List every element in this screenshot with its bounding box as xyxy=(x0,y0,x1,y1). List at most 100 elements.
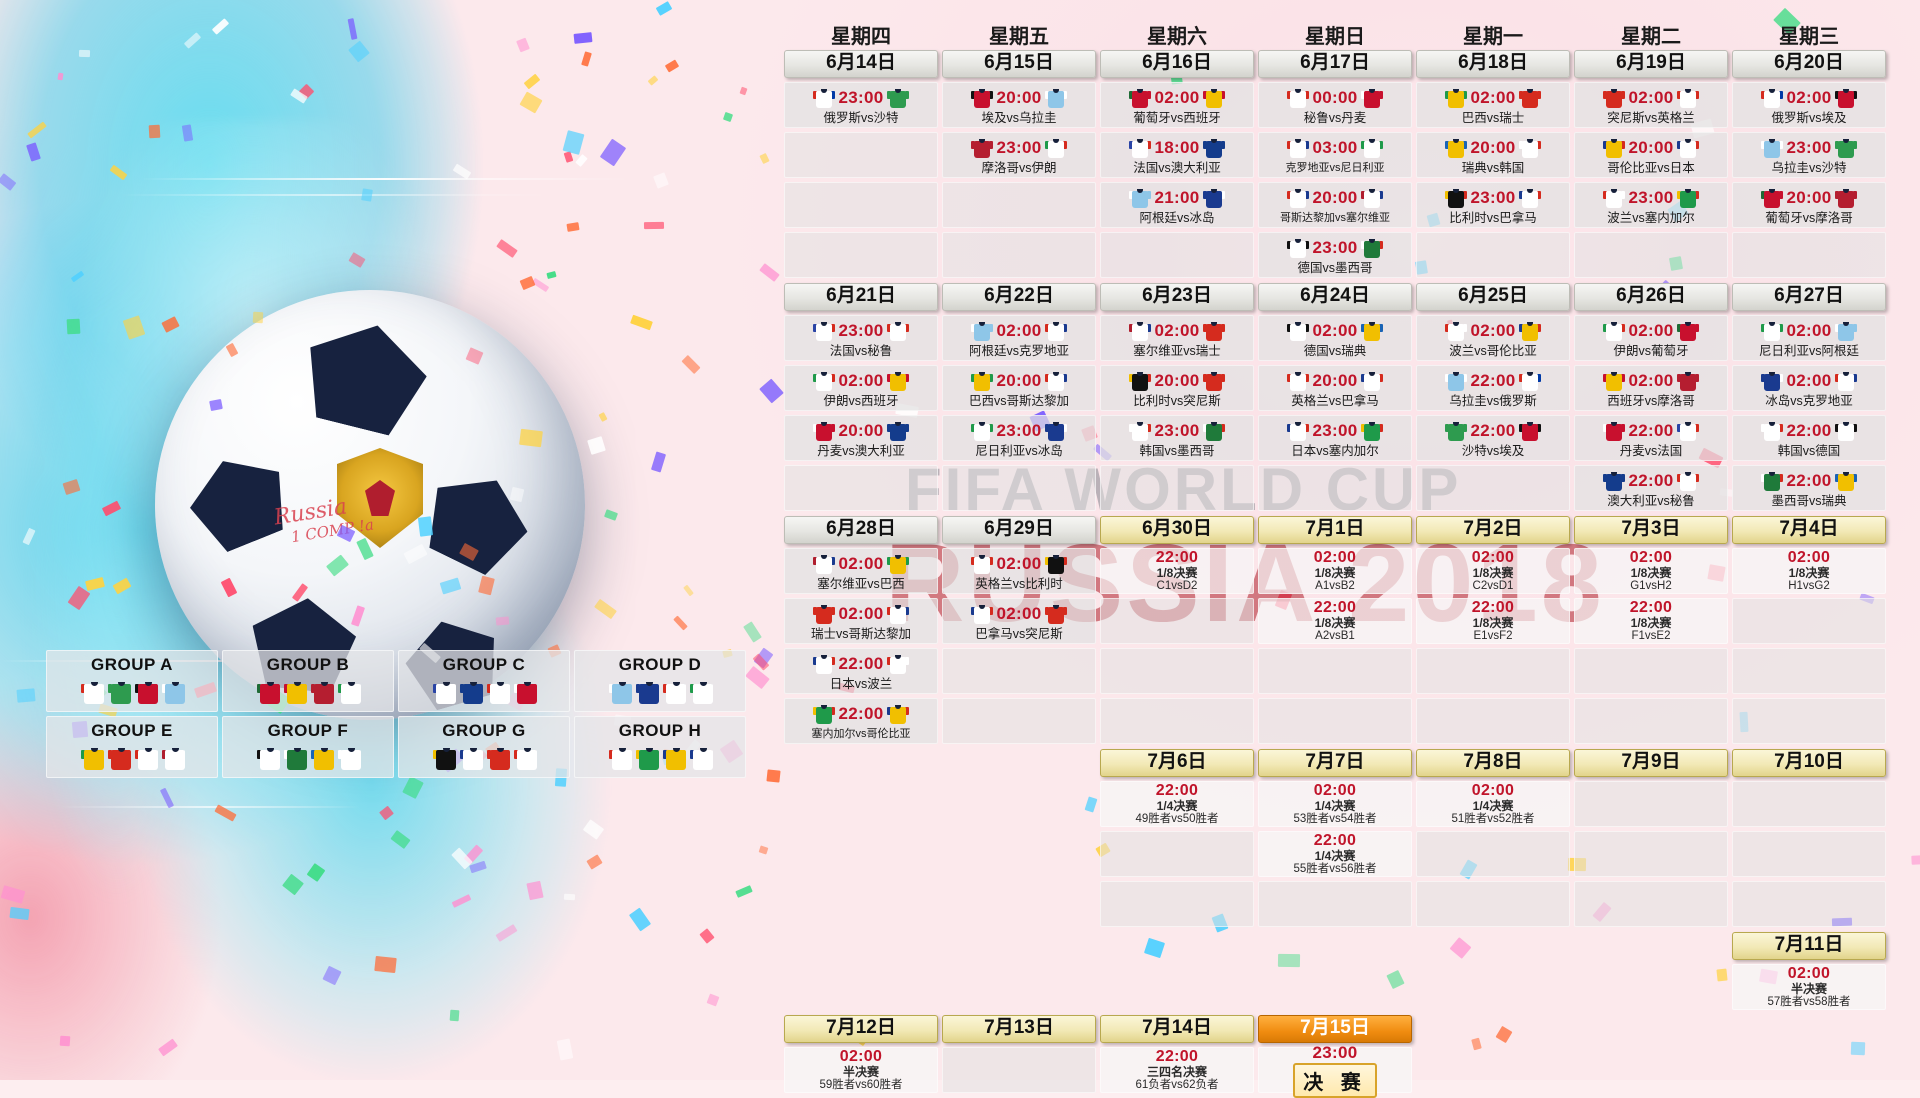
group-match-cell[interactable]: 02:00 伊朗vs葡萄牙 xyxy=(1574,315,1728,361)
group-match-cell[interactable]: 23:00 日本vs塞内加尔 xyxy=(1258,415,1412,461)
date-header[interactable]: 7月9日 xyxy=(1574,749,1728,777)
group-match-cell[interactable]: 22:00 沙特vs埃及 xyxy=(1416,415,1570,461)
group-box-group-f[interactable]: GROUP F xyxy=(222,716,394,778)
knockout-match-cell[interactable]: 02:00 1/8决赛 G1vsH2 xyxy=(1574,548,1728,594)
group-box-group-b[interactable]: GROUP B xyxy=(222,650,394,712)
group-match-cell[interactable]: 23:00 法国vs秘鲁 xyxy=(784,315,938,361)
group-match-cell[interactable]: 23:00 俄罗斯vs沙特 xyxy=(784,82,938,128)
date-header[interactable]: 7月10日 xyxy=(1732,749,1886,777)
group-match-cell[interactable]: 02:00 葡萄牙vs西班牙 xyxy=(1100,82,1254,128)
group-match-cell[interactable]: 20:00 比利时vs突尼斯 xyxy=(1100,365,1254,411)
group-box-group-d[interactable]: GROUP D xyxy=(574,650,746,712)
knockout-match-cell[interactable]: 22:00 1/8决赛 F1vsE2 xyxy=(1574,598,1728,644)
date-header[interactable]: 7月3日 xyxy=(1574,516,1728,544)
date-header[interactable]: 7月11日 xyxy=(1732,932,1886,960)
knockout-match-cell[interactable]: 22:00 1/8决赛 C1vsD2 xyxy=(1100,548,1254,594)
group-match-cell[interactable]: 00:00 秘鲁vs丹麦 xyxy=(1258,82,1412,128)
knockout-match-cell[interactable]: 02:00 1/8决赛 H1vsG2 xyxy=(1732,548,1886,594)
group-match-cell[interactable]: 23:00 比利时vs巴拿马 xyxy=(1416,182,1570,228)
group-match-cell[interactable]: 02:00 英格兰vs比利时 xyxy=(942,548,1096,594)
group-match-cell[interactable]: 02:00 塞尔维亚vs巴西 xyxy=(784,548,938,594)
date-header[interactable]: 7月4日 xyxy=(1732,516,1886,544)
group-match-cell[interactable]: 23:00 波兰vs塞内加尔 xyxy=(1574,182,1728,228)
date-header[interactable]: 7月12日 xyxy=(784,1015,938,1043)
group-match-cell[interactable]: 02:00 伊朗vs西班牙 xyxy=(784,365,938,411)
knockout-match-cell[interactable]: 02:00 1/4决赛 51胜者vs52胜者 xyxy=(1416,781,1570,827)
knockout-match-cell[interactable]: 02:00 半决赛 57胜者vs58胜者 xyxy=(1732,964,1886,1010)
group-box-group-c[interactable]: GROUP C xyxy=(398,650,570,712)
knockout-match-cell[interactable]: 02:00 1/8决赛 C2vsD1 xyxy=(1416,548,1570,594)
group-box-group-e[interactable]: GROUP E xyxy=(46,716,218,778)
knockout-match-cell[interactable]: 22:00 1/4决赛 55胜者vs56胜者 xyxy=(1258,831,1412,877)
group-match-cell[interactable]: 20:00 巴西vs哥斯达黎加 xyxy=(942,365,1096,411)
knockout-match-cell[interactable]: 22:00 三四名决赛 61负者vs62负者 xyxy=(1100,1047,1254,1093)
date-header[interactable]: 6月26日 xyxy=(1574,283,1728,311)
date-header[interactable]: 6月20日 xyxy=(1732,50,1886,78)
group-match-cell[interactable]: 22:00 墨西哥vs瑞典 xyxy=(1732,465,1886,511)
date-header[interactable]: 6月22日 xyxy=(942,283,1096,311)
group-box-group-h[interactable]: GROUP H xyxy=(574,716,746,778)
group-box-group-a[interactable]: GROUP A xyxy=(46,650,218,712)
group-match-cell[interactable]: 23:00 乌拉圭vs沙特 xyxy=(1732,132,1886,178)
group-match-cell[interactable]: 20:00 瑞典vs韩国 xyxy=(1416,132,1570,178)
date-header[interactable]: 7月7日 xyxy=(1258,749,1412,777)
date-header[interactable]: 6月29日 xyxy=(942,516,1096,544)
group-match-cell[interactable]: 02:00 阿根廷vs克罗地亚 xyxy=(942,315,1096,361)
group-match-cell[interactable]: 02:00 德国vs瑞典 xyxy=(1258,315,1412,361)
group-match-cell[interactable]: 22:00 韩国vs德国 xyxy=(1732,415,1886,461)
group-match-cell[interactable]: 02:00 瑞士vs哥斯达黎加 xyxy=(784,598,938,644)
date-header[interactable]: 7月2日 xyxy=(1416,516,1570,544)
date-header[interactable]: 6月24日 xyxy=(1258,283,1412,311)
group-match-cell[interactable]: 02:00 塞尔维亚vs瑞士 xyxy=(1100,315,1254,361)
date-header[interactable]: 6月25日 xyxy=(1416,283,1570,311)
knockout-match-cell[interactable]: 02:00 1/8决赛 A1vsB2 xyxy=(1258,548,1412,594)
group-match-cell[interactable]: 20:00 英格兰vs巴拿马 xyxy=(1258,365,1412,411)
group-match-cell[interactable]: 02:00 巴拿马vs突尼斯 xyxy=(942,598,1096,644)
date-header[interactable]: 6月21日 xyxy=(784,283,938,311)
date-header[interactable]: 7月15日 xyxy=(1258,1015,1412,1043)
group-match-cell[interactable]: 22:00 澳大利亚vs秘鲁 xyxy=(1574,465,1728,511)
group-match-cell[interactable]: 02:00 冰岛vs克罗地亚 xyxy=(1732,365,1886,411)
group-match-cell[interactable]: 22:00 日本vs波兰 xyxy=(784,648,938,694)
group-match-cell[interactable]: 23:00 韩国vs墨西哥 xyxy=(1100,415,1254,461)
group-match-cell[interactable]: 20:00 葡萄牙vs摩洛哥 xyxy=(1732,182,1886,228)
date-header[interactable]: 6月27日 xyxy=(1732,283,1886,311)
final-match-cell[interactable]: 23:00 决 赛 xyxy=(1258,1043,1412,1098)
group-match-cell[interactable]: 02:00 巴西vs瑞士 xyxy=(1416,82,1570,128)
knockout-match-cell[interactable]: 02:00 半决赛 59胜者vs60胜者 xyxy=(784,1047,938,1093)
date-header[interactable]: 7月14日 xyxy=(1100,1015,1254,1043)
date-header[interactable]: 6月18日 xyxy=(1416,50,1570,78)
date-header[interactable]: 7月6日 xyxy=(1100,749,1254,777)
group-box-group-g[interactable]: GROUP G xyxy=(398,716,570,778)
group-match-cell[interactable]: 03:00 克罗地亚vs尼日利亚 xyxy=(1258,132,1412,178)
date-header[interactable]: 6月16日 xyxy=(1100,50,1254,78)
knockout-match-cell[interactable]: 22:00 1/4决赛 49胜者vs50胜者 xyxy=(1100,781,1254,827)
group-match-cell[interactable]: 23:00 德国vs墨西哥 xyxy=(1258,232,1412,278)
group-match-cell[interactable]: 21:00 阿根廷vs冰岛 xyxy=(1100,182,1254,228)
group-match-cell[interactable]: 22:00 丹麦vs法国 xyxy=(1574,415,1728,461)
date-header[interactable]: 6月28日 xyxy=(784,516,938,544)
date-header[interactable]: 6月14日 xyxy=(784,50,938,78)
knockout-match-cell[interactable]: 22:00 1/8决赛 E1vsF2 xyxy=(1416,598,1570,644)
date-header[interactable]: 7月8日 xyxy=(1416,749,1570,777)
group-match-cell[interactable]: 23:00 尼日利亚vs冰岛 xyxy=(942,415,1096,461)
date-header[interactable]: 6月17日 xyxy=(1258,50,1412,78)
date-header[interactable]: 6月15日 xyxy=(942,50,1096,78)
knockout-match-cell[interactable]: 22:00 1/8决赛 A2vsB1 xyxy=(1258,598,1412,644)
date-header[interactable]: 6月23日 xyxy=(1100,283,1254,311)
date-header[interactable]: 7月1日 xyxy=(1258,516,1412,544)
group-match-cell[interactable]: 20:00 丹麦vs澳大利亚 xyxy=(784,415,938,461)
group-match-cell[interactable]: 02:00 尼日利亚vs阿根廷 xyxy=(1732,315,1886,361)
group-match-cell[interactable]: 20:00 哥斯达黎加vs塞尔维亚 xyxy=(1258,182,1412,228)
group-match-cell[interactable]: 20:00 埃及vs乌拉圭 xyxy=(942,82,1096,128)
group-match-cell[interactable]: 02:00 波兰vs哥伦比亚 xyxy=(1416,315,1570,361)
date-header[interactable]: 6月19日 xyxy=(1574,50,1728,78)
group-match-cell[interactable]: 22:00 塞内加尔vs哥伦比亚 xyxy=(784,698,938,744)
group-match-cell[interactable]: 02:00 西班牙vs摩洛哥 xyxy=(1574,365,1728,411)
group-match-cell[interactable]: 22:00 乌拉圭vs俄罗斯 xyxy=(1416,365,1570,411)
group-match-cell[interactable]: 20:00 哥伦比亚vs日本 xyxy=(1574,132,1728,178)
group-match-cell[interactable]: 18:00 法国vs澳大利亚 xyxy=(1100,132,1254,178)
group-match-cell[interactable]: 23:00 摩洛哥vs伊朗 xyxy=(942,132,1096,178)
knockout-match-cell[interactable]: 02:00 1/4决赛 53胜者vs54胜者 xyxy=(1258,781,1412,827)
group-match-cell[interactable]: 02:00 俄罗斯vs埃及 xyxy=(1732,82,1886,128)
